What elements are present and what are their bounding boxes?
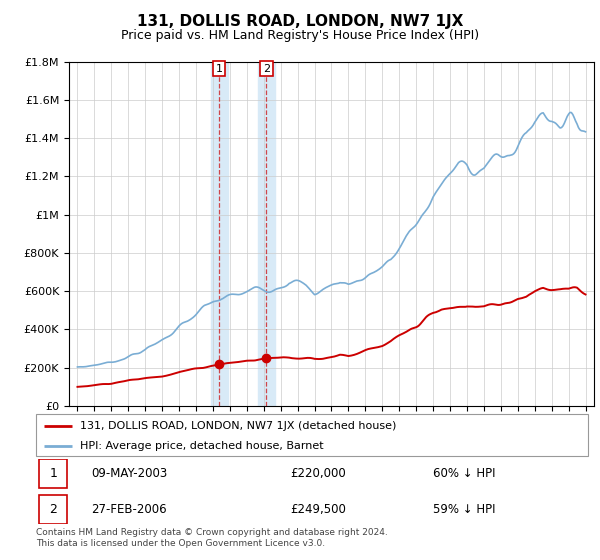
Text: 60% ↓ HPI: 60% ↓ HPI bbox=[433, 467, 496, 480]
Text: 2: 2 bbox=[49, 503, 57, 516]
FancyBboxPatch shape bbox=[36, 414, 588, 456]
Bar bbox=[258, 62, 275, 406]
Text: £220,000: £220,000 bbox=[290, 467, 346, 480]
Text: 1: 1 bbox=[49, 467, 57, 480]
Text: 09-MAY-2003: 09-MAY-2003 bbox=[91, 467, 167, 480]
Text: 131, DOLLIS ROAD, LONDON, NW7 1JX: 131, DOLLIS ROAD, LONDON, NW7 1JX bbox=[137, 14, 463, 29]
Bar bbox=[211, 62, 227, 406]
Text: Price paid vs. HM Land Registry's House Price Index (HPI): Price paid vs. HM Land Registry's House … bbox=[121, 29, 479, 42]
Text: Contains HM Land Registry data © Crown copyright and database right 2024.
This d: Contains HM Land Registry data © Crown c… bbox=[36, 528, 388, 548]
Text: £249,500: £249,500 bbox=[290, 503, 346, 516]
FancyBboxPatch shape bbox=[39, 495, 67, 524]
Text: 131, DOLLIS ROAD, LONDON, NW7 1JX (detached house): 131, DOLLIS ROAD, LONDON, NW7 1JX (detac… bbox=[80, 421, 397, 431]
FancyBboxPatch shape bbox=[39, 459, 67, 488]
Text: HPI: Average price, detached house, Barnet: HPI: Average price, detached house, Barn… bbox=[80, 441, 324, 451]
Text: 1: 1 bbox=[215, 63, 223, 73]
Text: 27-FEB-2006: 27-FEB-2006 bbox=[91, 503, 167, 516]
Text: 2: 2 bbox=[263, 63, 270, 73]
Text: 59% ↓ HPI: 59% ↓ HPI bbox=[433, 503, 496, 516]
